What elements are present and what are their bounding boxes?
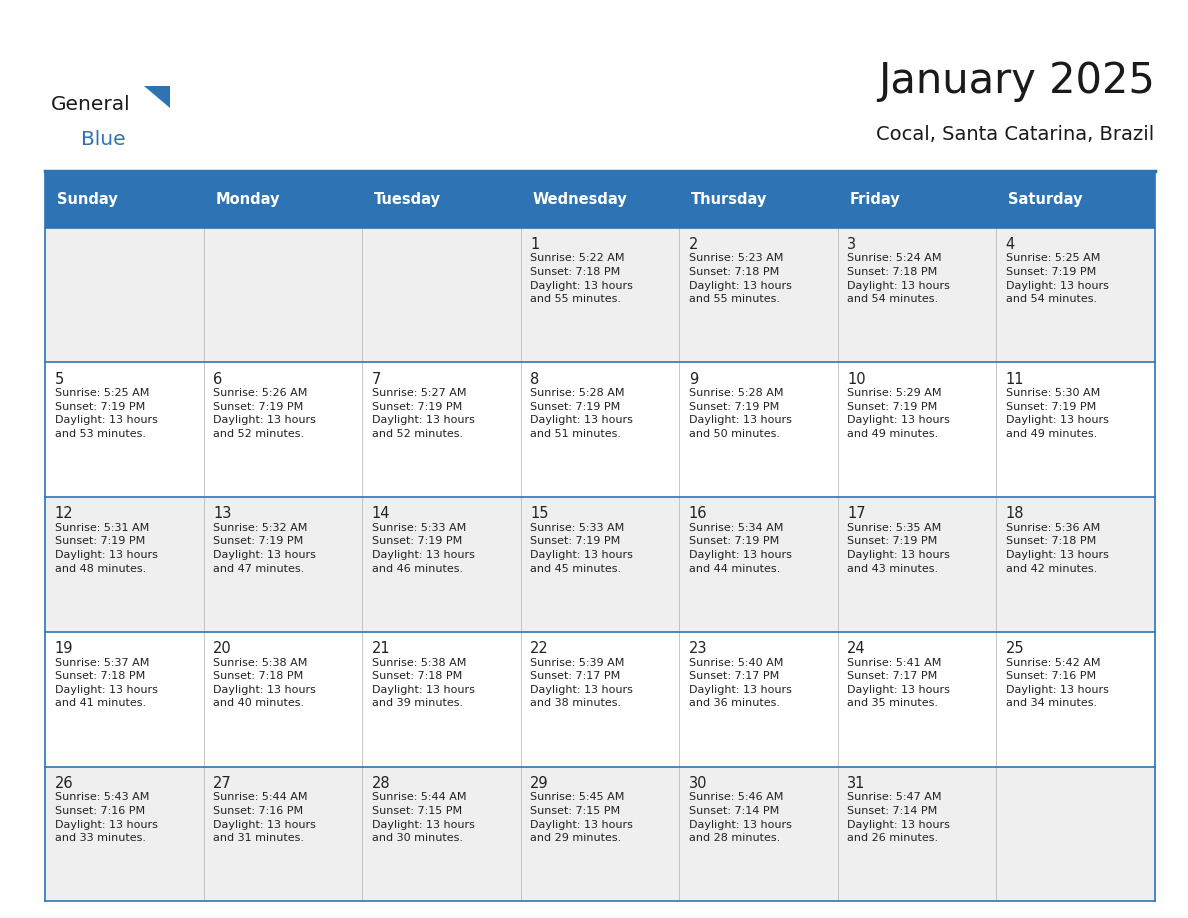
Text: Sunrise: 5:46 AM
Sunset: 7:14 PM
Daylight: 13 hours
and 28 minutes.: Sunrise: 5:46 AM Sunset: 7:14 PM Dayligh… <box>689 792 791 844</box>
Text: Sunrise: 5:26 AM
Sunset: 7:19 PM
Daylight: 13 hours
and 52 minutes.: Sunrise: 5:26 AM Sunset: 7:19 PM Dayligh… <box>213 388 316 439</box>
Text: Sunrise: 5:47 AM
Sunset: 7:14 PM
Daylight: 13 hours
and 26 minutes.: Sunrise: 5:47 AM Sunset: 7:14 PM Dayligh… <box>847 792 950 844</box>
Text: 23: 23 <box>689 641 707 656</box>
Text: 6: 6 <box>213 372 222 386</box>
Text: 11: 11 <box>1006 372 1024 386</box>
Bar <box>45 767 1155 901</box>
Text: 14: 14 <box>372 507 390 521</box>
Text: Sunrise: 5:38 AM
Sunset: 7:18 PM
Daylight: 13 hours
and 40 minutes.: Sunrise: 5:38 AM Sunset: 7:18 PM Dayligh… <box>213 657 316 709</box>
Text: Tuesday: Tuesday <box>374 192 441 207</box>
Text: 22: 22 <box>530 641 549 656</box>
Text: 18: 18 <box>1006 507 1024 521</box>
Text: 2: 2 <box>689 237 699 252</box>
Text: 25: 25 <box>1006 641 1024 656</box>
Text: Sunrise: 5:37 AM
Sunset: 7:18 PM
Daylight: 13 hours
and 41 minutes.: Sunrise: 5:37 AM Sunset: 7:18 PM Dayligh… <box>55 657 158 709</box>
Bar <box>45 228 1155 363</box>
Text: Sunrise: 5:30 AM
Sunset: 7:19 PM
Daylight: 13 hours
and 49 minutes.: Sunrise: 5:30 AM Sunset: 7:19 PM Dayligh… <box>1006 388 1108 439</box>
Text: Sunrise: 5:39 AM
Sunset: 7:17 PM
Daylight: 13 hours
and 38 minutes.: Sunrise: 5:39 AM Sunset: 7:17 PM Dayligh… <box>530 657 633 709</box>
Text: 24: 24 <box>847 641 866 656</box>
Text: 16: 16 <box>689 507 707 521</box>
Text: Sunrise: 5:29 AM
Sunset: 7:19 PM
Daylight: 13 hours
and 49 minutes.: Sunrise: 5:29 AM Sunset: 7:19 PM Dayligh… <box>847 388 950 439</box>
Text: Thursday: Thursday <box>691 192 767 207</box>
Text: 31: 31 <box>847 776 866 791</box>
Text: Friday: Friday <box>849 192 901 207</box>
Text: Wednesday: Wednesday <box>532 192 627 207</box>
Text: Sunrise: 5:25 AM
Sunset: 7:19 PM
Daylight: 13 hours
and 54 minutes.: Sunrise: 5:25 AM Sunset: 7:19 PM Dayligh… <box>1006 253 1108 304</box>
Text: Sunrise: 5:43 AM
Sunset: 7:16 PM
Daylight: 13 hours
and 33 minutes.: Sunrise: 5:43 AM Sunset: 7:16 PM Dayligh… <box>55 792 158 844</box>
Text: 20: 20 <box>213 641 232 656</box>
Text: Sunrise: 5:36 AM
Sunset: 7:18 PM
Daylight: 13 hours
and 42 minutes.: Sunrise: 5:36 AM Sunset: 7:18 PM Dayligh… <box>1006 523 1108 574</box>
Text: Sunrise: 5:40 AM
Sunset: 7:17 PM
Daylight: 13 hours
and 36 minutes.: Sunrise: 5:40 AM Sunset: 7:17 PM Dayligh… <box>689 657 791 709</box>
Text: Sunrise: 5:32 AM
Sunset: 7:19 PM
Daylight: 13 hours
and 47 minutes.: Sunrise: 5:32 AM Sunset: 7:19 PM Dayligh… <box>213 523 316 574</box>
Text: Sunrise: 5:35 AM
Sunset: 7:19 PM
Daylight: 13 hours
and 43 minutes.: Sunrise: 5:35 AM Sunset: 7:19 PM Dayligh… <box>847 523 950 574</box>
Text: Sunday: Sunday <box>57 192 118 207</box>
Text: General: General <box>51 95 131 114</box>
Text: 10: 10 <box>847 372 866 386</box>
Text: Sunrise: 5:44 AM
Sunset: 7:16 PM
Daylight: 13 hours
and 31 minutes.: Sunrise: 5:44 AM Sunset: 7:16 PM Dayligh… <box>213 792 316 844</box>
Text: 3: 3 <box>847 237 857 252</box>
Text: Sunrise: 5:28 AM
Sunset: 7:19 PM
Daylight: 13 hours
and 51 minutes.: Sunrise: 5:28 AM Sunset: 7:19 PM Dayligh… <box>530 388 633 439</box>
Bar <box>45 363 1155 498</box>
Bar <box>45 632 1155 767</box>
Text: 7: 7 <box>372 372 381 386</box>
Text: 27: 27 <box>213 776 232 791</box>
Text: 9: 9 <box>689 372 699 386</box>
Text: 15: 15 <box>530 507 549 521</box>
Bar <box>45 171 1155 228</box>
Bar <box>45 498 1155 632</box>
Text: Cocal, Santa Catarina, Brazil: Cocal, Santa Catarina, Brazil <box>877 125 1155 143</box>
Text: 1: 1 <box>530 237 539 252</box>
Text: Sunrise: 5:31 AM
Sunset: 7:19 PM
Daylight: 13 hours
and 48 minutes.: Sunrise: 5:31 AM Sunset: 7:19 PM Dayligh… <box>55 523 158 574</box>
Text: 5: 5 <box>55 372 64 386</box>
Text: Sunrise: 5:42 AM
Sunset: 7:16 PM
Daylight: 13 hours
and 34 minutes.: Sunrise: 5:42 AM Sunset: 7:16 PM Dayligh… <box>1006 657 1108 709</box>
Text: 21: 21 <box>372 641 391 656</box>
Text: January 2025: January 2025 <box>878 60 1155 102</box>
Text: 29: 29 <box>530 776 549 791</box>
Polygon shape <box>144 86 170 108</box>
Text: Sunrise: 5:27 AM
Sunset: 7:19 PM
Daylight: 13 hours
and 52 minutes.: Sunrise: 5:27 AM Sunset: 7:19 PM Dayligh… <box>372 388 474 439</box>
Text: 17: 17 <box>847 507 866 521</box>
Text: Monday: Monday <box>215 192 280 207</box>
Text: Sunrise: 5:33 AM
Sunset: 7:19 PM
Daylight: 13 hours
and 46 minutes.: Sunrise: 5:33 AM Sunset: 7:19 PM Dayligh… <box>372 523 474 574</box>
Text: Sunrise: 5:38 AM
Sunset: 7:18 PM
Daylight: 13 hours
and 39 minutes.: Sunrise: 5:38 AM Sunset: 7:18 PM Dayligh… <box>372 657 474 709</box>
Text: 19: 19 <box>55 641 74 656</box>
Text: 26: 26 <box>55 776 74 791</box>
Text: Sunrise: 5:45 AM
Sunset: 7:15 PM
Daylight: 13 hours
and 29 minutes.: Sunrise: 5:45 AM Sunset: 7:15 PM Dayligh… <box>530 792 633 844</box>
Text: Sunrise: 5:41 AM
Sunset: 7:17 PM
Daylight: 13 hours
and 35 minutes.: Sunrise: 5:41 AM Sunset: 7:17 PM Dayligh… <box>847 657 950 709</box>
Text: 12: 12 <box>55 507 74 521</box>
Text: Saturday: Saturday <box>1009 192 1082 207</box>
Text: Sunrise: 5:33 AM
Sunset: 7:19 PM
Daylight: 13 hours
and 45 minutes.: Sunrise: 5:33 AM Sunset: 7:19 PM Dayligh… <box>530 523 633 574</box>
Text: Sunrise: 5:22 AM
Sunset: 7:18 PM
Daylight: 13 hours
and 55 minutes.: Sunrise: 5:22 AM Sunset: 7:18 PM Dayligh… <box>530 253 633 304</box>
Text: 4: 4 <box>1006 237 1015 252</box>
Text: 30: 30 <box>689 776 707 791</box>
Text: Sunrise: 5:44 AM
Sunset: 7:15 PM
Daylight: 13 hours
and 30 minutes.: Sunrise: 5:44 AM Sunset: 7:15 PM Dayligh… <box>372 792 474 844</box>
Text: 8: 8 <box>530 372 539 386</box>
Text: Sunrise: 5:28 AM
Sunset: 7:19 PM
Daylight: 13 hours
and 50 minutes.: Sunrise: 5:28 AM Sunset: 7:19 PM Dayligh… <box>689 388 791 439</box>
Text: Blue: Blue <box>81 130 126 149</box>
Text: Sunrise: 5:34 AM
Sunset: 7:19 PM
Daylight: 13 hours
and 44 minutes.: Sunrise: 5:34 AM Sunset: 7:19 PM Dayligh… <box>689 523 791 574</box>
Text: Sunrise: 5:25 AM
Sunset: 7:19 PM
Daylight: 13 hours
and 53 minutes.: Sunrise: 5:25 AM Sunset: 7:19 PM Dayligh… <box>55 388 158 439</box>
Text: 28: 28 <box>372 776 391 791</box>
Text: 13: 13 <box>213 507 232 521</box>
Text: Sunrise: 5:24 AM
Sunset: 7:18 PM
Daylight: 13 hours
and 54 minutes.: Sunrise: 5:24 AM Sunset: 7:18 PM Dayligh… <box>847 253 950 304</box>
Text: Sunrise: 5:23 AM
Sunset: 7:18 PM
Daylight: 13 hours
and 55 minutes.: Sunrise: 5:23 AM Sunset: 7:18 PM Dayligh… <box>689 253 791 304</box>
